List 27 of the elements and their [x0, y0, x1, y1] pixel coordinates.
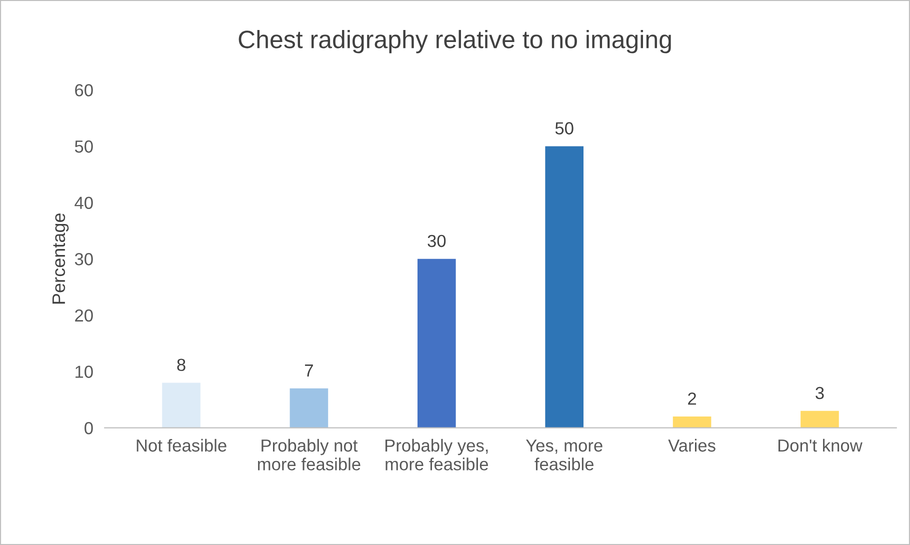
x-tick-label: Yes, more feasible: [526, 440, 602, 470]
bar: [290, 388, 328, 428]
bar: [672, 416, 712, 428]
x-tick-label: Probably yes, more feasible: [385, 438, 488, 470]
x-tick-label: Varies: [668, 438, 716, 452]
y-tick-label: 20: [75, 309, 93, 322]
x-tick-label: Don't know: [778, 438, 862, 452]
data-label: 50: [555, 122, 574, 134]
data-label: 3: [816, 386, 824, 400]
data-label: 30: [428, 234, 446, 248]
y-tick-label: 50: [74, 140, 93, 153]
bar: [162, 382, 200, 428]
y-tick-label: 40: [74, 196, 93, 210]
data-label: 7: [305, 364, 313, 376]
y-tick-label: 30: [74, 253, 93, 266]
y-tick-label: 10: [76, 366, 93, 378]
y-axis-title: Percentage: [52, 214, 69, 304]
bar: [545, 146, 584, 428]
bar: [418, 258, 456, 428]
x-tick-label: Probably not more feasible: [258, 438, 360, 470]
bar: [800, 410, 839, 428]
chart-title: Chest radigraphy relative to no imaging: [238, 30, 671, 54]
y-tick-label: 60: [75, 84, 93, 96]
y-tick-label: 0: [84, 422, 93, 434]
data-label: 2: [688, 392, 696, 405]
data-label: 8: [177, 358, 186, 372]
x-tick-label: Not feasible: [136, 438, 226, 452]
